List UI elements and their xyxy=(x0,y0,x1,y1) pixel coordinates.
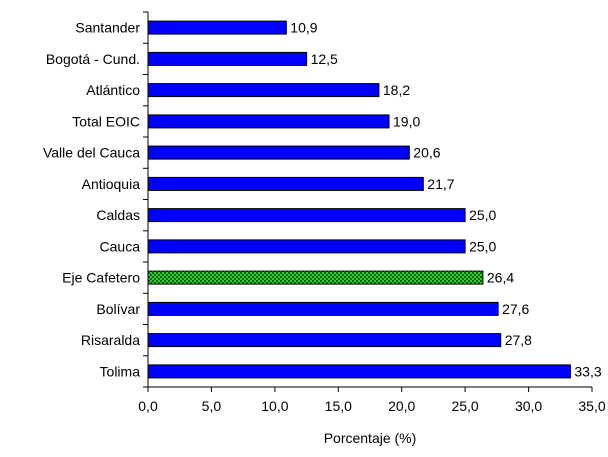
category-label: Eje Cafetero xyxy=(62,270,140,286)
bar-10 xyxy=(147,333,502,348)
category-label: Bogotá - Cund. xyxy=(46,51,140,67)
data-label: 26,4 xyxy=(487,270,514,286)
bar-11 xyxy=(147,364,571,379)
category-label: Caldas xyxy=(96,207,140,223)
bar-4 xyxy=(147,145,410,160)
bar-0 xyxy=(147,20,287,35)
bar-1 xyxy=(147,51,308,66)
bar-9 xyxy=(147,301,499,316)
category-label: Cauca xyxy=(100,238,141,254)
data-label: 27,6 xyxy=(502,301,529,317)
category-label: Santander xyxy=(75,20,140,36)
category-label: Bolívar xyxy=(96,301,140,317)
data-label: 20,6 xyxy=(413,145,440,161)
x-tick-label: 10,0 xyxy=(261,398,288,414)
category-label: Tolima xyxy=(100,363,141,379)
bar-8 xyxy=(147,270,484,285)
data-labels-group: 10,9 12,5 18,2 19,0 20,6 21,7 25,0 25,0 26,4 27,6… xyxy=(290,20,602,380)
data-label: 19,0 xyxy=(393,113,420,129)
x-tick-label: 30,0 xyxy=(515,398,542,414)
bar-6 xyxy=(147,208,466,223)
data-label: 25,0 xyxy=(469,207,496,223)
data-label: 27,8 xyxy=(505,332,532,348)
bars-group xyxy=(147,20,571,379)
data-label: 21,7 xyxy=(427,176,454,192)
category-label: Antioquia xyxy=(82,176,141,192)
x-tick-label: 25,0 xyxy=(451,398,478,414)
data-label: 33,3 xyxy=(574,363,601,379)
category-label: Total EOIC xyxy=(72,113,140,129)
x-tick-label: 0,0 xyxy=(138,398,158,414)
category-label: Valle del Cauca xyxy=(43,145,140,161)
bar-2 xyxy=(147,83,380,98)
category-label: Atlántico xyxy=(86,82,140,98)
data-label: 10,9 xyxy=(290,20,317,36)
x-axis-title: Porcentaje (%) xyxy=(324,430,417,446)
x-ticks-group: 0,0 5,0 10,0 15,0 20,0 25,0 30,0 35,0 xyxy=(138,11,606,414)
bar-7 xyxy=(147,239,466,254)
x-tick-label: 20,0 xyxy=(388,398,415,414)
data-label: 12,5 xyxy=(311,51,338,67)
data-label: 18,2 xyxy=(383,82,410,98)
bar-5 xyxy=(147,176,424,191)
x-tick-label: 35,0 xyxy=(578,398,605,414)
axes-group xyxy=(147,12,592,388)
category-label: Risaralda xyxy=(81,332,140,348)
x-tick-label: 15,0 xyxy=(325,398,352,414)
x-tick-label: 5,0 xyxy=(202,398,222,414)
category-labels-group: Santander Bogotá - Cund. Atlántico Total EO… xyxy=(43,20,140,380)
data-label: 25,0 xyxy=(469,238,496,254)
bar-3 xyxy=(147,114,390,129)
